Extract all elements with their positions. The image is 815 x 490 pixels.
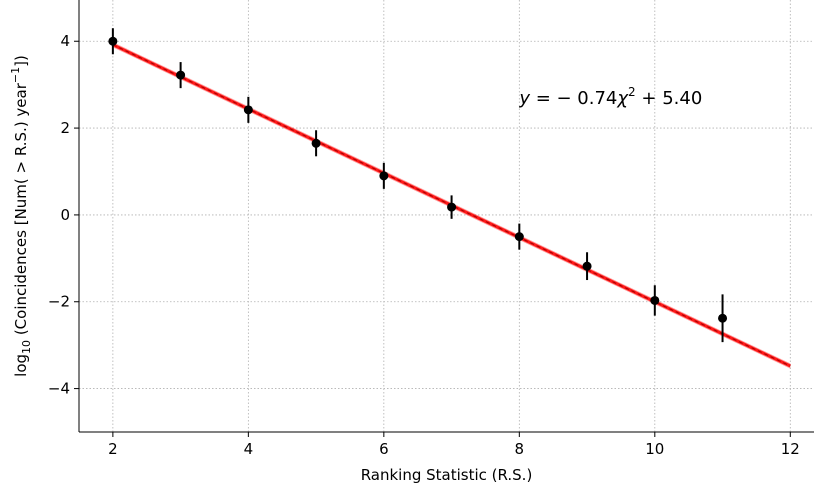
x-tick-label: 10: [645, 440, 664, 458]
grid: [79, 0, 814, 432]
y-tick-label: 4: [60, 32, 70, 50]
axes: [78, 0, 814, 433]
data-point: [379, 171, 389, 181]
fit-equation-chi: χ: [616, 88, 629, 109]
y-axis-label: log10 (Coincidences [Num( > R.S.) year−1…: [9, 55, 33, 377]
y-axis-label-main: (Coincidences [Num( > R.S.) year: [12, 82, 30, 340]
data-points: [108, 28, 728, 343]
x-tick-label: 4: [244, 440, 254, 458]
y-axis-label-close: ]): [12, 55, 30, 67]
data-point: [447, 202, 457, 212]
y-axis-label-exp: −1: [9, 67, 22, 83]
x-tick-label: 2: [108, 440, 118, 458]
fit-equation: y = − 0.74χ2 + 5.40: [518, 85, 702, 109]
y-tick-label: 0: [60, 206, 70, 224]
y-axis-label-prefix-sub: 10: [20, 340, 33, 354]
fit-equation-sup: 2: [628, 85, 636, 99]
y-tick-label: −2: [48, 293, 70, 311]
data-point: [311, 138, 321, 148]
x-tick-label: 6: [379, 440, 389, 458]
x-tick-label: 12: [781, 440, 800, 458]
data-point: [650, 295, 660, 305]
data-point: [243, 105, 253, 115]
data-point: [514, 232, 524, 242]
x-axis-label: Ranking Statistic (R.S.): [361, 466, 533, 484]
data-point: [582, 261, 592, 271]
fit-equation-rest: + 5.40: [636, 88, 703, 109]
fit-equation-y: y: [518, 88, 530, 109]
x-tick-label: 8: [515, 440, 525, 458]
ticks: 2 4 6 8 10 12 −4 −2 0 2 4: [48, 32, 800, 458]
y-tick-label: 2: [60, 119, 70, 137]
y-tick-label: −4: [48, 380, 70, 398]
data-point: [176, 70, 186, 80]
y-axis-label-prefix: log: [12, 354, 30, 377]
data-point: [108, 36, 118, 46]
fit-equation-eq: = − 0.74: [530, 88, 617, 109]
data-point: [718, 313, 728, 323]
